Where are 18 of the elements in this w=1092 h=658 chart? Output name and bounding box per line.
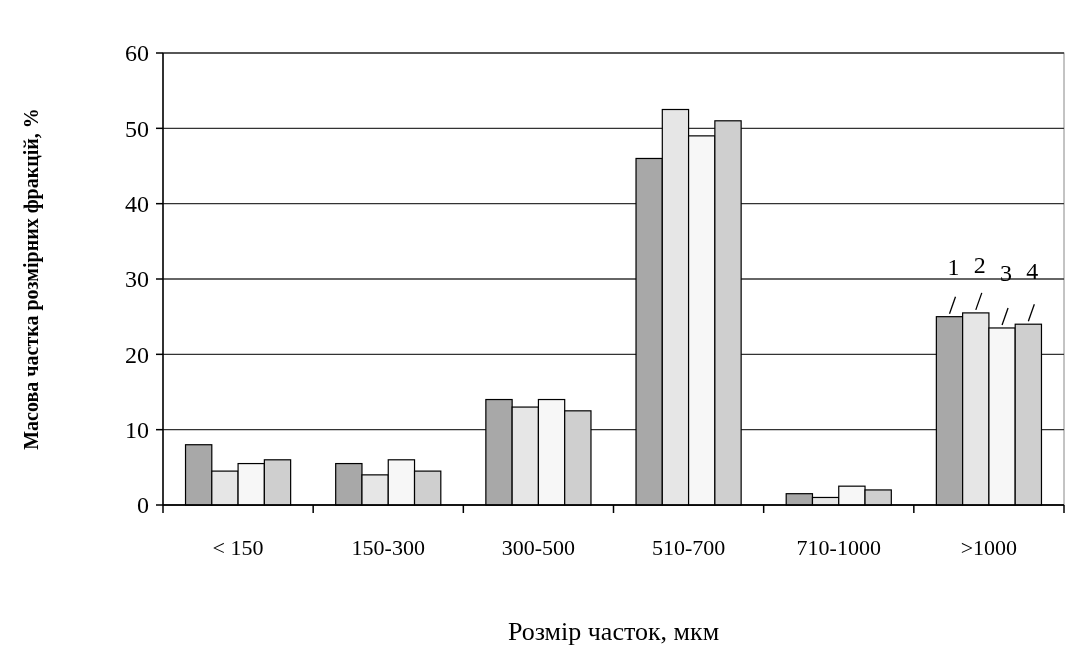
x-tick-label: 710-1000 [796, 535, 881, 560]
y-tick-label: 50 [125, 115, 149, 142]
series-label: 1 [947, 253, 960, 280]
x-tick-label: < 150 [212, 535, 264, 560]
x-tick-label: 510-700 [651, 535, 726, 560]
x-axis-title: Розмір часток, мкм [507, 617, 720, 646]
y-tick-label: 30 [125, 266, 149, 293]
x-tick-label: 150-300 [351, 535, 425, 560]
x-tick-label: 300-500 [501, 535, 576, 560]
x-tick-label: >1000 [960, 535, 1018, 560]
y-tick-label: 60 [125, 40, 149, 67]
y-tick-label: 10 [125, 417, 149, 444]
y-tick-label: 20 [125, 341, 149, 368]
y-tick-label: 0 [137, 492, 149, 519]
y-axis-title: Масова частка розмірних фракцій, % [20, 108, 43, 450]
series-label: 4 [1026, 257, 1039, 284]
series-label: 2 [973, 251, 986, 278]
y-tick-label: 40 [125, 191, 149, 218]
